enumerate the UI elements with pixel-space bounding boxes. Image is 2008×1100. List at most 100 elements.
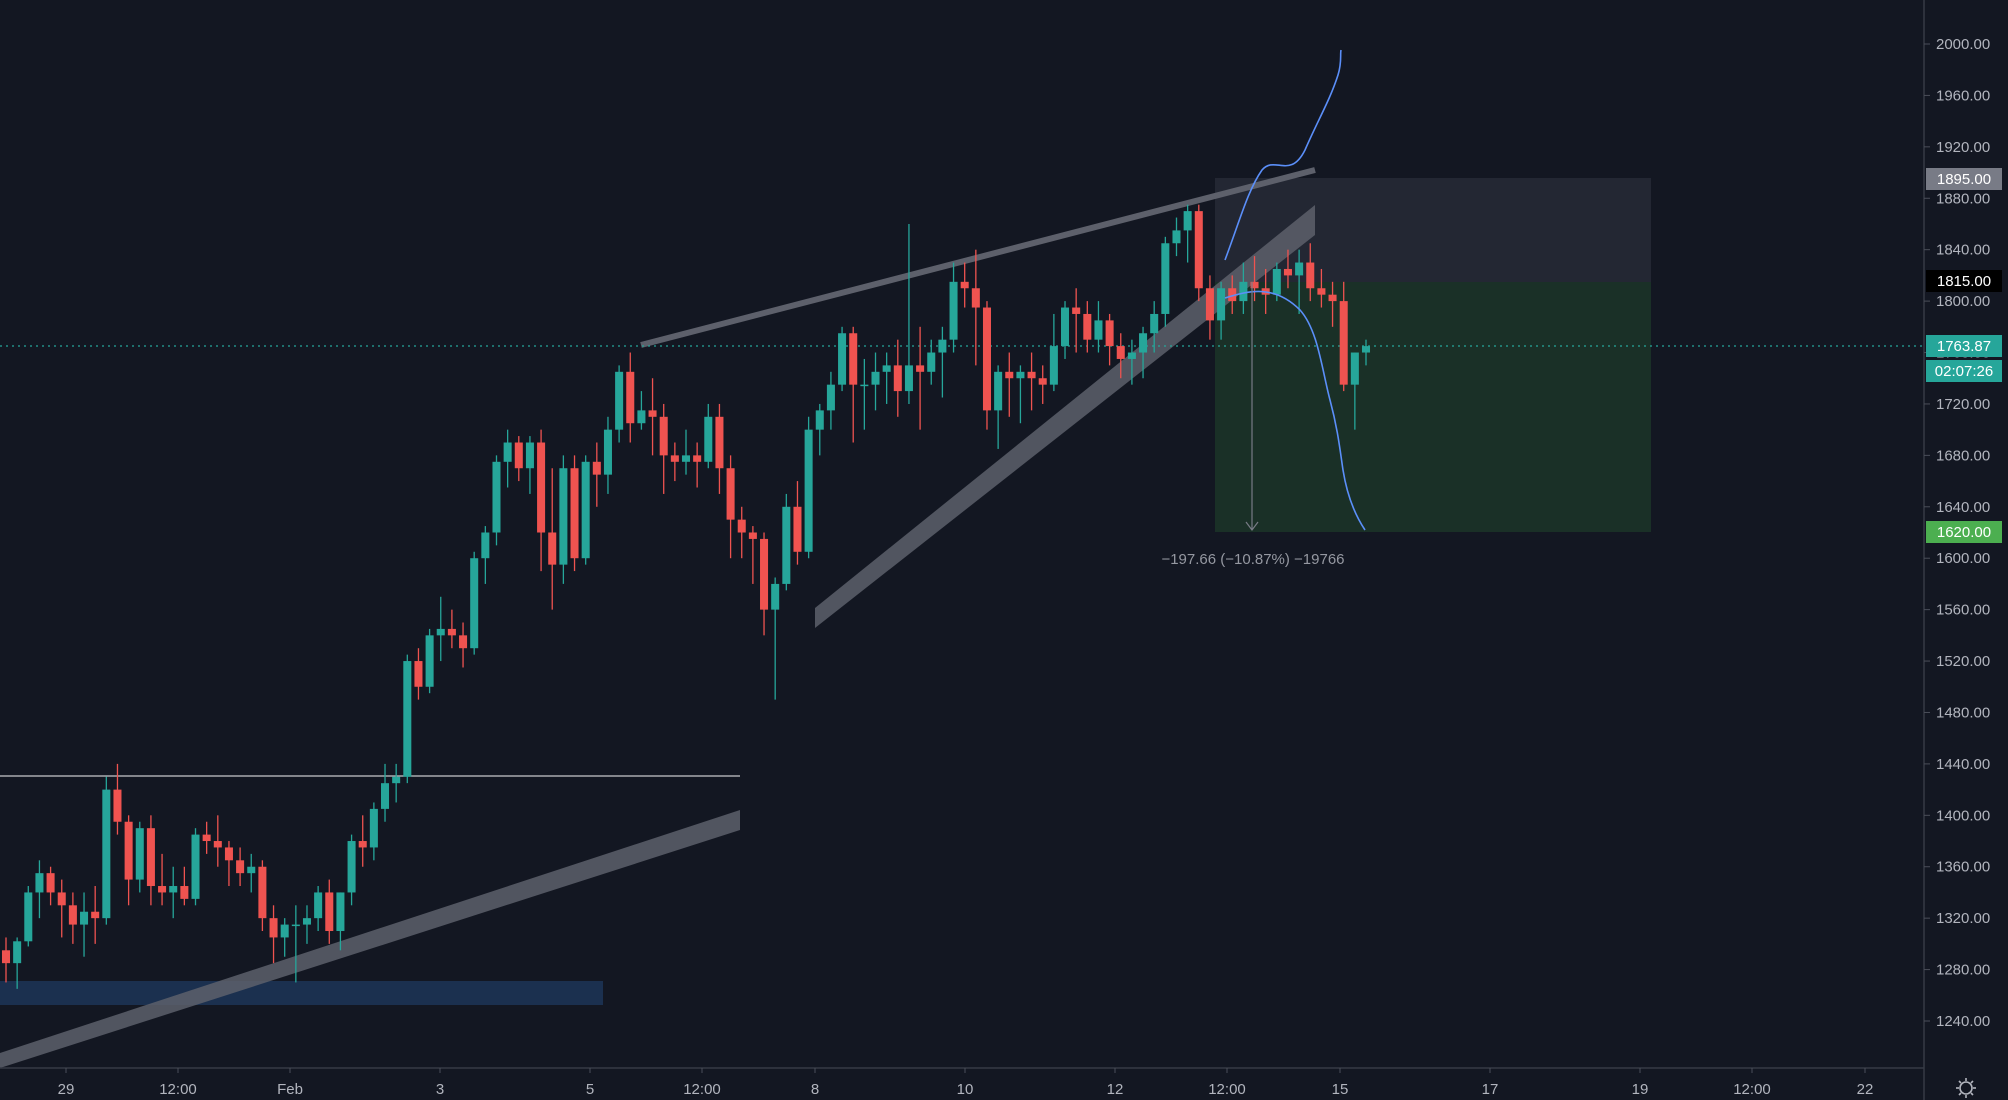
candle[interactable] — [1, 937, 11, 983]
candle[interactable] — [681, 429, 691, 475]
candle[interactable] — [748, 526, 757, 584]
candle[interactable] — [804, 416, 813, 559]
candle[interactable] — [158, 853, 167, 906]
candle[interactable] — [1116, 333, 1125, 379]
candle[interactable] — [68, 892, 77, 944]
candle[interactable] — [358, 815, 367, 867]
candle[interactable] — [982, 301, 991, 430]
candle[interactable] — [146, 815, 155, 906]
candle[interactable] — [436, 596, 445, 662]
candle[interactable] — [525, 436, 534, 494]
candle[interactable] — [302, 905, 311, 944]
candle[interactable] — [135, 821, 144, 893]
candle[interactable] — [737, 506, 746, 559]
candle[interactable] — [626, 352, 635, 443]
candle[interactable] — [1127, 339, 1136, 385]
candle[interactable] — [659, 403, 668, 494]
candle[interactable] — [793, 481, 802, 565]
candle[interactable] — [414, 648, 423, 700]
candle[interactable] — [1317, 268, 1326, 308]
candle[interactable] — [715, 403, 724, 494]
candle[interactable] — [971, 249, 980, 366]
candle[interactable] — [726, 455, 735, 559]
candle[interactable] — [960, 262, 969, 308]
candle[interactable] — [882, 352, 891, 404]
candle[interactable] — [927, 339, 936, 385]
candle[interactable] — [1194, 204, 1203, 302]
candle[interactable] — [1105, 313, 1114, 366]
candle[interactable] — [13, 937, 22, 989]
candle[interactable] — [1016, 365, 1025, 424]
candle[interactable] — [1072, 288, 1081, 353]
candle[interactable] — [224, 841, 233, 887]
candle[interactable] — [1027, 352, 1036, 411]
candle[interactable] — [949, 262, 958, 353]
target-price-tag[interactable]: 1620.00 — [1926, 521, 2002, 543]
candle[interactable] — [871, 352, 880, 411]
candle[interactable] — [24, 886, 33, 947]
candle[interactable] — [537, 429, 546, 572]
candle[interactable] — [280, 918, 289, 957]
candle[interactable] — [269, 905, 278, 964]
candle[interactable] — [1217, 281, 1226, 340]
candle[interactable] — [916, 326, 925, 430]
candle[interactable] — [849, 326, 858, 443]
candle[interactable] — [1005, 352, 1014, 417]
candle[interactable] — [1250, 256, 1259, 302]
current-price-tag[interactable]: 1763.87 02:07:26 — [1926, 335, 2002, 382]
price-axis[interactable]: 2000.00 1960.00 1920.00 1880.00 1840.00 1800.… — [1924, 36, 1990, 1030]
candle[interactable] — [592, 442, 601, 507]
candle[interactable] — [548, 468, 557, 610]
target-zone[interactable] — [1215, 282, 1651, 532]
candle[interactable] — [180, 866, 189, 906]
candle[interactable] — [102, 776, 111, 925]
candle[interactable] — [113, 763, 122, 835]
candle[interactable] — [347, 834, 356, 906]
candle[interactable] — [994, 365, 1003, 449]
candle[interactable] — [615, 365, 624, 443]
candle[interactable] — [938, 326, 947, 398]
candle[interactable] — [1228, 275, 1237, 314]
candle[interactable] — [1328, 281, 1337, 327]
candle[interactable] — [57, 879, 66, 938]
candle[interactable] — [1172, 217, 1181, 257]
chart-settings-gear-icon[interactable] — [1956, 1078, 1976, 1098]
candle[interactable] — [1339, 281, 1348, 392]
stop-loss-zone[interactable] — [1215, 178, 1651, 282]
candle[interactable] — [46, 866, 55, 906]
candle[interactable] — [236, 847, 245, 887]
wedge-upper-trendline[interactable] — [640, 167, 1316, 348]
candle[interactable] — [202, 821, 211, 854]
candle[interactable] — [603, 416, 612, 494]
wedge-lower-channel[interactable] — [815, 205, 1315, 628]
candle[interactable] — [1150, 301, 1159, 353]
candle[interactable] — [470, 551, 479, 655]
candle[interactable] — [369, 802, 378, 861]
candle[interactable] — [860, 358, 869, 430]
candle[interactable] — [425, 628, 434, 694]
candle[interactable] — [782, 493, 791, 591]
candle[interactable] — [403, 654, 412, 784]
entry-price-tag[interactable]: 1815.00 — [1926, 270, 2002, 292]
candle[interactable] — [447, 609, 456, 649]
candle[interactable] — [693, 442, 702, 488]
candle[interactable] — [258, 860, 267, 932]
candle[interactable] — [1049, 313, 1058, 392]
candle[interactable] — [1361, 339, 1371, 366]
candle[interactable] — [1295, 249, 1304, 314]
candle[interactable] — [1306, 243, 1315, 302]
projection-path-down[interactable] — [1224, 290, 1366, 531]
candle[interactable] — [213, 815, 222, 867]
candle[interactable] — [904, 223, 913, 404]
candle[interactable] — [169, 866, 178, 919]
candle[interactable] — [1061, 301, 1070, 359]
candle[interactable] — [771, 577, 780, 700]
candle[interactable] — [392, 763, 401, 803]
candle[interactable] — [514, 436, 523, 482]
candle[interactable] — [1139, 326, 1148, 379]
candle[interactable] — [1283, 249, 1292, 289]
candle[interactable] — [1183, 204, 1192, 263]
candle[interactable] — [1205, 275, 1214, 340]
candle[interactable] — [704, 403, 713, 469]
